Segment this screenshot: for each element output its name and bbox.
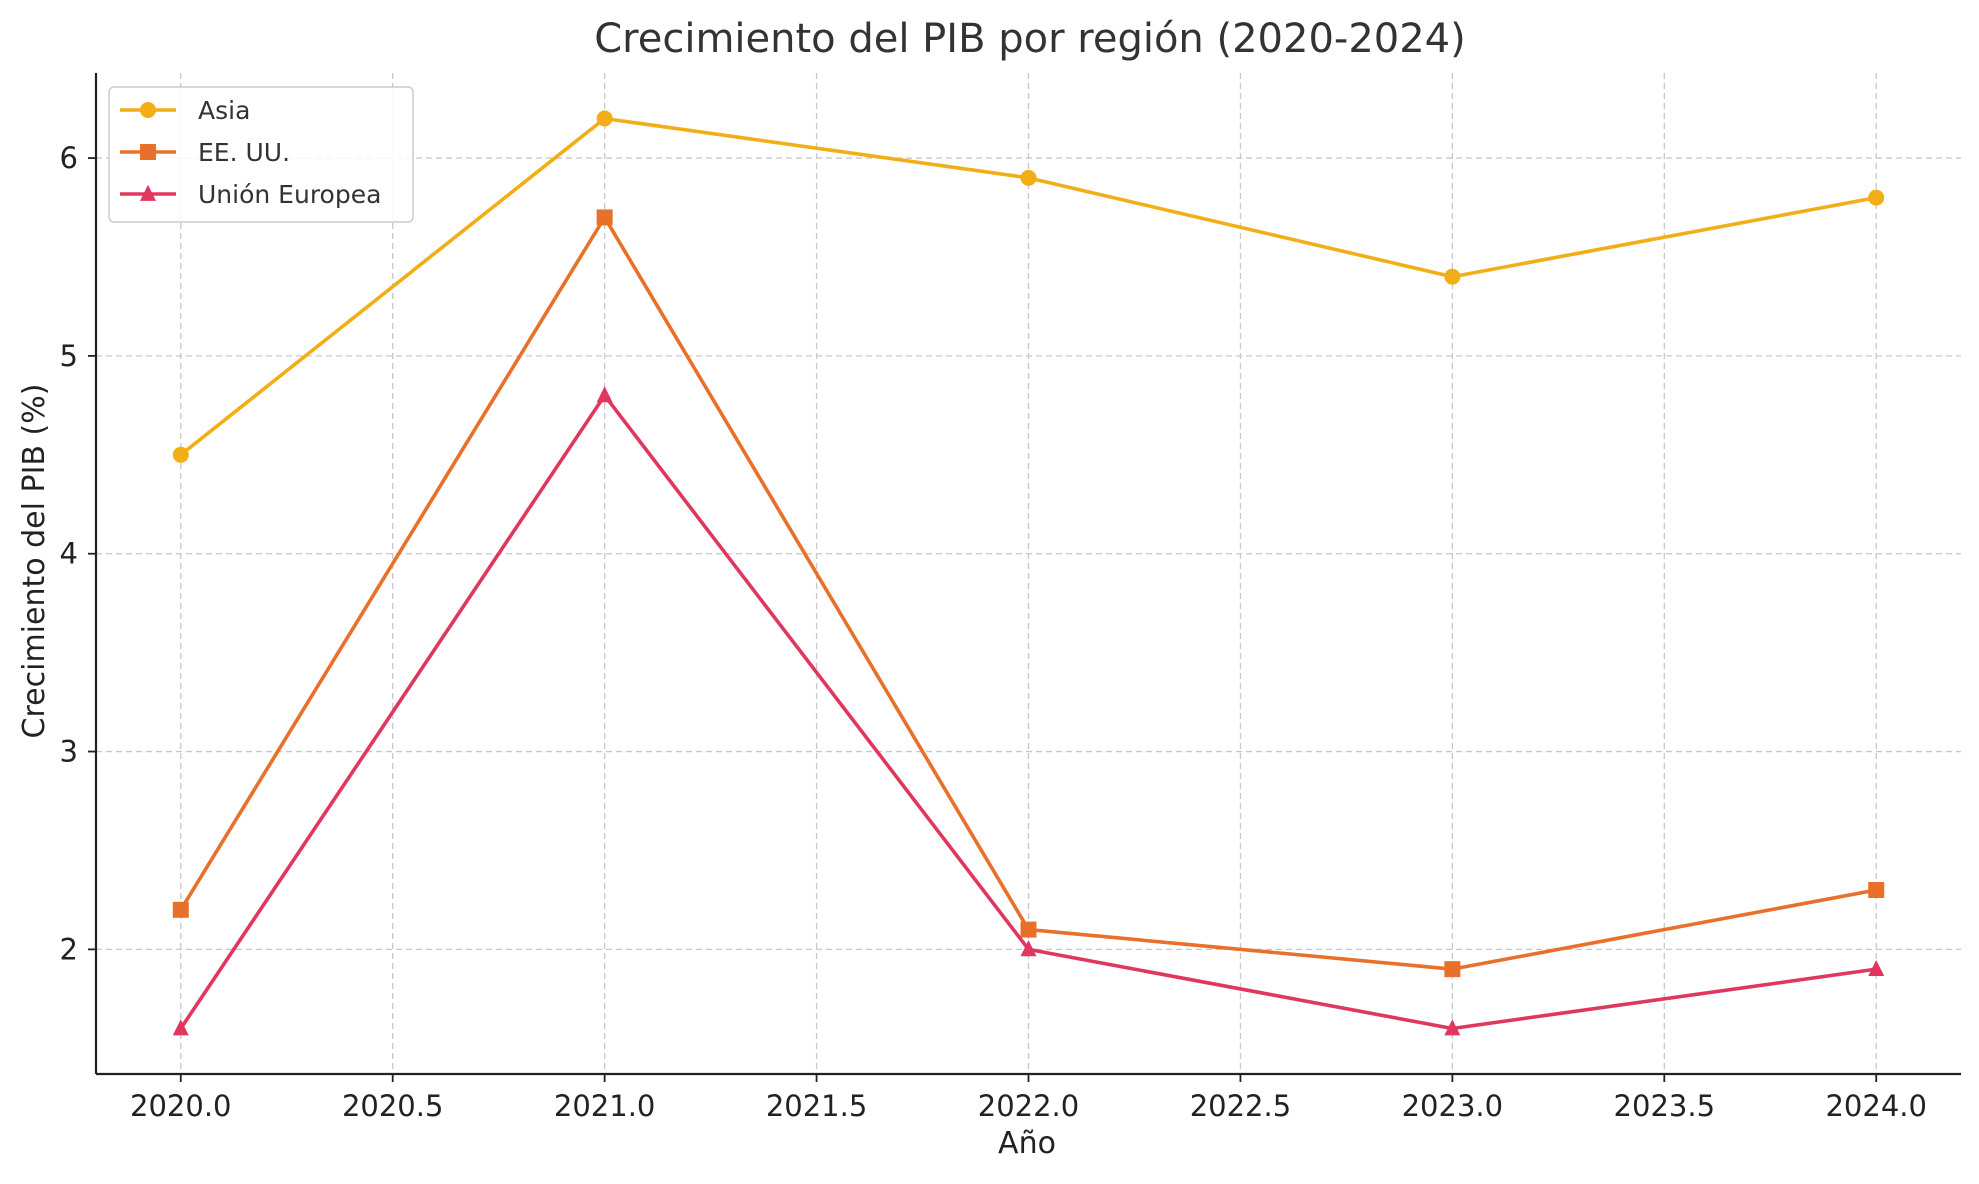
data-point-union-europea xyxy=(1444,1019,1461,1036)
series-asia xyxy=(172,110,1885,463)
x-tick-label: 2020.0 xyxy=(130,1089,231,1123)
data-point-union-europea xyxy=(1868,959,1885,977)
x-tick-label: 2022.0 xyxy=(978,1089,1079,1123)
series-ee-uu xyxy=(172,209,1885,978)
legend-box xyxy=(108,86,414,223)
x-tick-label: 2021.0 xyxy=(554,1089,655,1123)
chart-title: Crecimiento del PIB por región (2020-202… xyxy=(594,16,1466,62)
data-point-asia xyxy=(1868,189,1885,206)
data-point-ee-uu xyxy=(172,901,189,918)
legend-label: Asia xyxy=(198,96,250,125)
series-lines xyxy=(172,110,1885,1036)
series-union-europea xyxy=(172,386,1885,1036)
legend[interactable]: Asia EE. UU. Unión Europea xyxy=(108,86,414,223)
legend-label: Unión Europea xyxy=(198,180,381,209)
data-point-ee-uu xyxy=(1020,921,1037,938)
legend-entry[interactable]: EE. UU. xyxy=(120,138,290,167)
data-point-ee-uu xyxy=(1868,882,1885,899)
axes xyxy=(88,73,1961,1082)
x-tick-label: 2024.0 xyxy=(1825,1089,1926,1123)
y-axis-label: Crecimiento del PIB (%) xyxy=(17,384,52,739)
x-tick-label: 2023.5 xyxy=(1614,1089,1715,1123)
legend-marker xyxy=(140,102,156,118)
x-tick-label: 2020.5 xyxy=(342,1089,443,1123)
data-point-ee-uu xyxy=(1444,961,1461,978)
legend-label: EE. UU. xyxy=(198,138,290,167)
data-point-ee-uu xyxy=(596,209,613,226)
x-tick-label: 2023.0 xyxy=(1402,1089,1503,1123)
y-tick-label: 4 xyxy=(60,537,78,571)
data-point-union-europea xyxy=(596,386,613,403)
y-tick-label: 5 xyxy=(60,339,78,373)
tick-labels: 2020.0 2020.5 2021.0 2021.5 2022.0 2022.5 2023… xyxy=(60,141,1927,1123)
y-tick-label: 3 xyxy=(60,735,78,769)
y-tick-label: 6 xyxy=(60,141,78,175)
data-point-asia xyxy=(1020,169,1037,186)
y-tick-label: 2 xyxy=(60,932,78,966)
legend-marker xyxy=(140,184,156,201)
legend-entry[interactable]: Asia xyxy=(120,96,250,125)
x-tick-label: 2021.5 xyxy=(766,1089,867,1123)
legend-marker xyxy=(140,144,156,160)
data-point-asia xyxy=(596,110,613,127)
data-point-asia xyxy=(172,446,189,463)
legend-entry[interactable]: Unión Europea xyxy=(120,180,381,209)
x-tick-label: 2022.5 xyxy=(1190,1089,1291,1123)
data-point-union-europea xyxy=(1020,940,1037,957)
data-point-asia xyxy=(1444,268,1461,285)
data-point-union-europea xyxy=(172,1019,189,1036)
x-axis-label: Año xyxy=(998,1126,1056,1161)
